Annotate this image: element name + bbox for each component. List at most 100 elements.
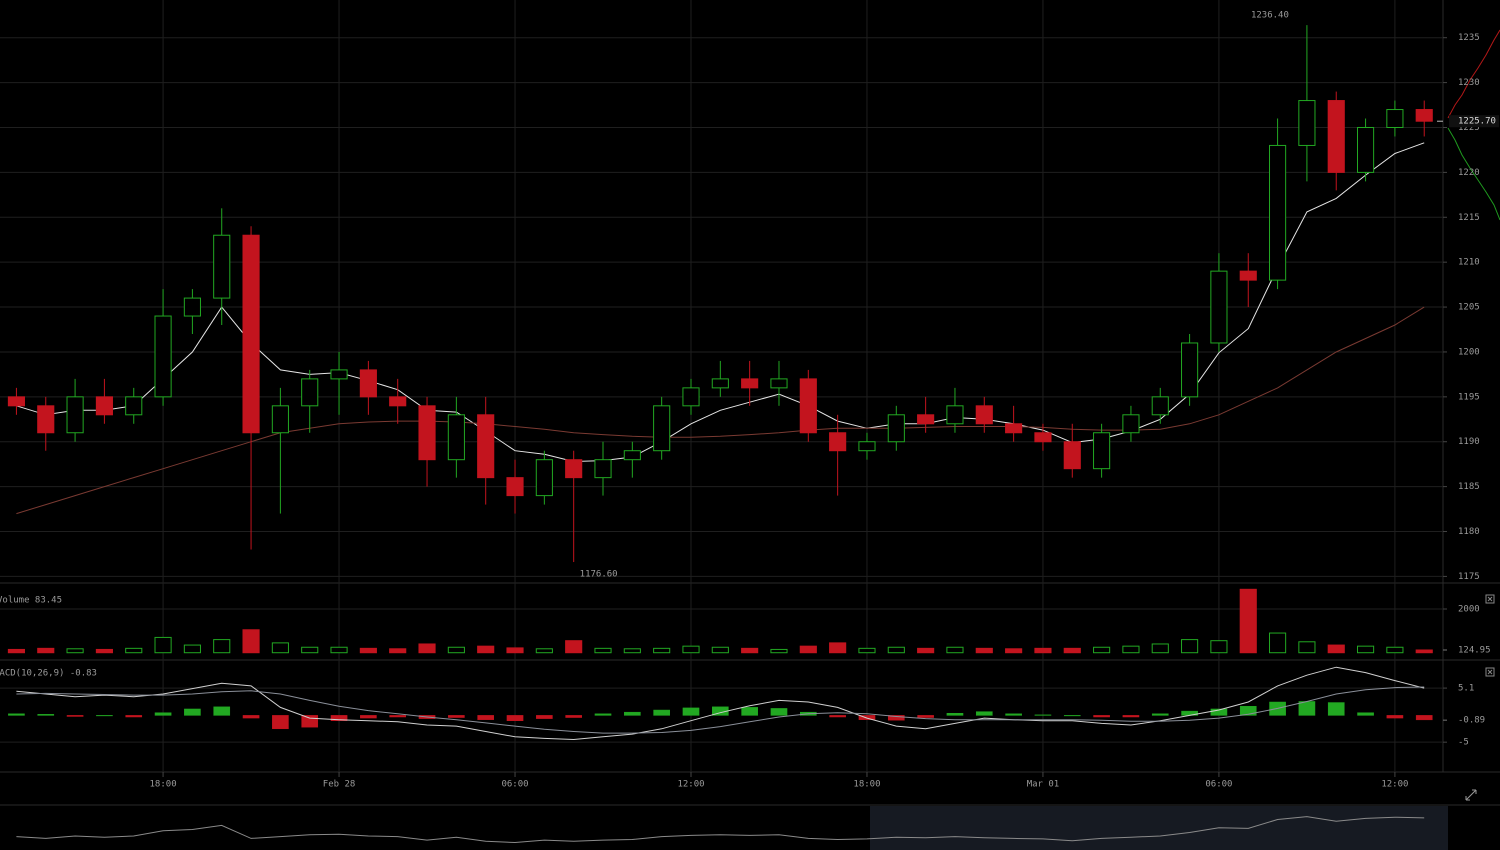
macd-histogram-bar bbox=[1357, 712, 1374, 716]
macd-histogram-bar bbox=[389, 715, 407, 718]
candle-body bbox=[477, 414, 495, 479]
volume-bar bbox=[1327, 644, 1345, 654]
last-price-label: 1225.70 bbox=[1458, 117, 1496, 127]
macd-histogram-bar bbox=[8, 713, 25, 716]
candle-body bbox=[330, 369, 348, 380]
candle-body bbox=[447, 414, 465, 461]
y-tick-label: 2000 bbox=[1458, 604, 1480, 614]
volume-bar bbox=[535, 648, 553, 654]
y-tick-label: 1230 bbox=[1458, 78, 1480, 88]
volume-bar bbox=[917, 647, 935, 654]
candle-body bbox=[1063, 441, 1081, 470]
x-tick-label: 12:00 bbox=[1381, 780, 1408, 790]
candle-body bbox=[418, 405, 436, 461]
macd-histogram-bar bbox=[624, 711, 641, 716]
last-price-tag bbox=[1449, 115, 1499, 128]
volume-bar bbox=[506, 647, 524, 654]
depth-line-bid bbox=[1447, 127, 1500, 221]
candle-body bbox=[975, 405, 993, 425]
macd-histogram-bar bbox=[1063, 715, 1081, 717]
volume-bar bbox=[829, 642, 847, 654]
volume-bar bbox=[711, 646, 729, 654]
candle-body bbox=[741, 378, 759, 389]
macd-histogram-bar bbox=[858, 715, 876, 720]
volume-bar bbox=[125, 647, 143, 654]
macd-histogram-bar bbox=[1415, 715, 1433, 721]
macd-histogram-bar bbox=[242, 715, 260, 719]
candle-body bbox=[1357, 126, 1375, 173]
candle-body bbox=[95, 396, 113, 416]
macd-histogram-bar bbox=[975, 711, 993, 716]
volume-bar bbox=[242, 629, 260, 654]
candle-body bbox=[1386, 109, 1404, 128]
volume-bar bbox=[301, 646, 319, 654]
candle-body bbox=[770, 378, 788, 389]
y-tick-label: 1205 bbox=[1458, 303, 1480, 313]
volume-bar bbox=[389, 648, 407, 654]
macd-histogram-bar bbox=[946, 713, 964, 716]
y-tick-label: 1215 bbox=[1458, 213, 1480, 223]
volume-bar bbox=[154, 636, 172, 654]
macd-histogram-bar bbox=[37, 714, 55, 716]
macd-line bbox=[16, 666, 1425, 741]
macd-histogram-bar bbox=[477, 715, 495, 720]
macd-histogram-bar bbox=[96, 715, 113, 717]
macd-title: MACD(10,26,9) -0.83 bbox=[0, 669, 97, 679]
macd-histogram-bar bbox=[565, 715, 582, 718]
volume-bar bbox=[1357, 645, 1375, 654]
y-tick-label: 1200 bbox=[1458, 347, 1480, 357]
macd-histogram-bar bbox=[1210, 708, 1228, 716]
macd-histogram-bar bbox=[682, 707, 700, 716]
close-button[interactable] bbox=[1485, 594, 1495, 604]
expand-icon[interactable] bbox=[1465, 789, 1477, 801]
candle-body bbox=[1093, 432, 1111, 470]
y-tick-label: 5.1 bbox=[1458, 684, 1474, 694]
y-tick-label: 1195 bbox=[1458, 392, 1480, 402]
volume-bar bbox=[1210, 640, 1228, 654]
candle-body bbox=[37, 405, 55, 434]
close-button[interactable] bbox=[1485, 667, 1495, 677]
macd-histogram-bar bbox=[66, 715, 84, 717]
macd-histogram-bar bbox=[154, 712, 172, 716]
volume-bar bbox=[477, 645, 495, 654]
volume-bar bbox=[359, 647, 377, 654]
x-tick-label: 18:00 bbox=[853, 780, 880, 790]
y-tick-label: 1210 bbox=[1458, 258, 1480, 268]
candle-body bbox=[799, 378, 817, 434]
volume-bar bbox=[1005, 648, 1023, 654]
y-tick-label: 1220 bbox=[1458, 168, 1480, 178]
price-annotation: 1236.40 bbox=[1251, 11, 1289, 21]
volume-bar bbox=[1386, 646, 1404, 654]
navigator-line bbox=[16, 816, 1425, 844]
volume-bar bbox=[183, 644, 201, 654]
x-tick-label: 06:00 bbox=[1205, 780, 1232, 790]
candle-body bbox=[271, 405, 289, 434]
volume-bar bbox=[770, 648, 788, 654]
candle-body bbox=[623, 450, 641, 461]
candle-body bbox=[1122, 414, 1140, 434]
x-tick-label: 06:00 bbox=[501, 780, 528, 790]
volume-bar bbox=[975, 647, 993, 654]
candle-body bbox=[1181, 342, 1199, 398]
volume-bar bbox=[1415, 649, 1433, 654]
volume-bar bbox=[1298, 641, 1316, 654]
candle-body bbox=[242, 234, 260, 434]
macd-histogram-bar bbox=[829, 715, 846, 718]
volume-bar bbox=[653, 647, 671, 654]
macd-histogram-bar bbox=[506, 715, 524, 721]
macd-histogram-bar bbox=[1298, 701, 1316, 716]
candle-body bbox=[1327, 100, 1345, 173]
candle-body bbox=[946, 405, 964, 425]
macd-histogram-bar bbox=[1239, 706, 1257, 716]
candle-body bbox=[389, 396, 407, 407]
price-annotation: 1176.60 bbox=[580, 570, 618, 580]
macd-histogram-bar bbox=[125, 715, 143, 718]
candle-body bbox=[1151, 396, 1169, 416]
macd-histogram-bar bbox=[272, 715, 289, 730]
navigator-window[interactable] bbox=[870, 806, 1448, 850]
candle-body bbox=[594, 459, 612, 479]
volume-bar bbox=[95, 648, 113, 654]
volume-bar bbox=[1063, 647, 1081, 654]
candle-body bbox=[1298, 100, 1316, 146]
